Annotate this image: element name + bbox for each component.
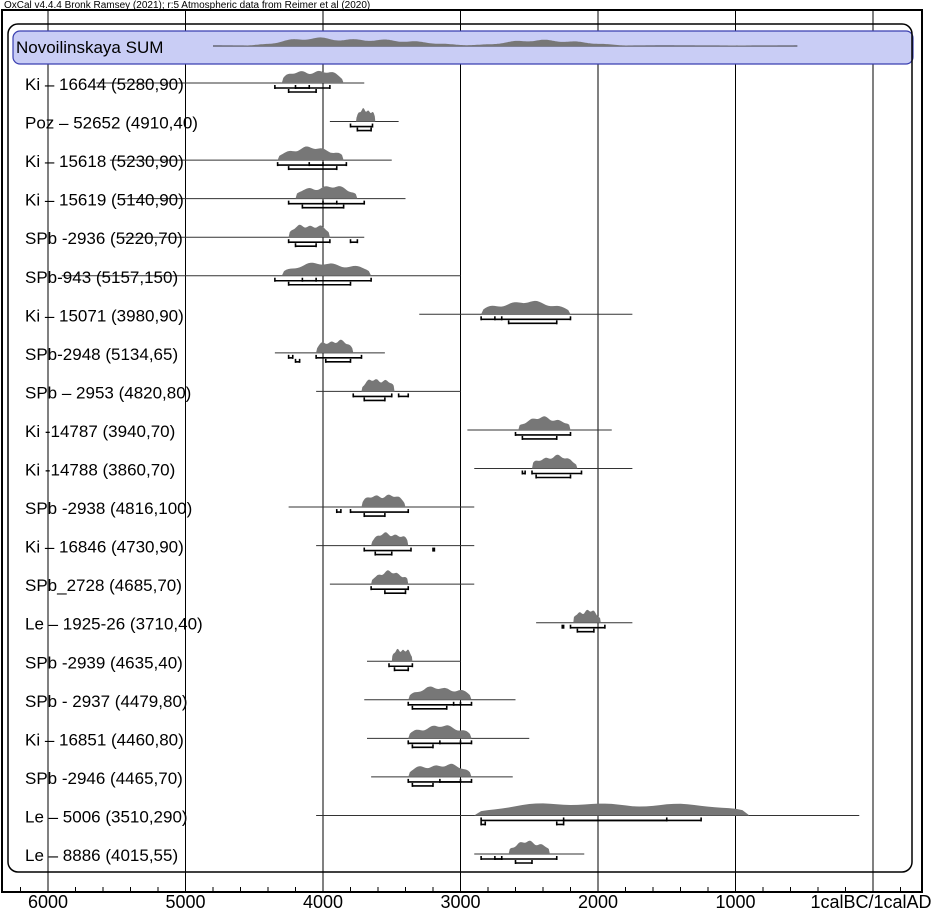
date-distribution bbox=[371, 532, 409, 546]
date-distribution bbox=[474, 803, 750, 816]
date-distribution bbox=[408, 686, 472, 700]
date-row: Ki -14787 (3940,70) bbox=[25, 416, 612, 441]
date-label: Ki – 15618 (5230,90) bbox=[25, 152, 184, 171]
date-row: Ki – 15619 (5140,90) bbox=[25, 186, 406, 210]
date-label: Ki – 16846 (4730,90) bbox=[25, 538, 184, 557]
date-row: SPb -2936 (5220,70) bbox=[25, 224, 365, 248]
date-label: Poz – 52652 (4910,40) bbox=[25, 114, 198, 133]
date-distribution bbox=[371, 570, 409, 585]
date-distribution bbox=[573, 609, 601, 623]
date-label: Ki – 16644 (5280,90) bbox=[25, 75, 184, 94]
sum-distribution bbox=[213, 37, 798, 46]
date-distribution bbox=[316, 339, 354, 353]
date-row: Poz – 52652 (4910,40) bbox=[25, 108, 399, 133]
date-distribution bbox=[281, 70, 344, 83]
date-row: SPb_2728 (4685,70) bbox=[25, 570, 475, 595]
date-label: Le – 1925-26 (3710,40) bbox=[25, 615, 203, 634]
date-label: SPb – 2953 (4820,80) bbox=[25, 383, 191, 402]
date-distribution bbox=[295, 186, 358, 199]
tick-label-2000: 2000 bbox=[578, 892, 618, 911]
date-row: Ki – 15071 (3980,90) bbox=[25, 300, 633, 325]
date-label: SPb_2728 (4685,70) bbox=[25, 576, 182, 595]
date-row: Le – 8886 (4015,55) bbox=[25, 840, 585, 865]
date-label: Ki -14788 (3860,70) bbox=[25, 461, 175, 480]
date-rows: Novoilinskaya SUM Ki – 16644 (5280,90) Poz… bbox=[12, 30, 914, 865]
tick-label-5000: 5000 bbox=[165, 892, 205, 911]
date-label: SPb -2939 (4635,40) bbox=[25, 653, 183, 672]
date-label: SPb -2946 (4465,70) bbox=[25, 769, 183, 788]
date-distribution bbox=[508, 840, 550, 854]
date-label: Ki – 15071 (3980,90) bbox=[25, 306, 184, 325]
date-label: Ki – 15619 (5140,90) bbox=[25, 191, 184, 210]
tick-label-4000: 4000 bbox=[303, 892, 343, 911]
date-label: Le – 5006 (3510,290) bbox=[25, 807, 188, 826]
date-row: Ki – 16644 (5280,90) bbox=[25, 70, 365, 94]
date-row: Le – 5006 (3510,290) bbox=[25, 803, 860, 826]
sum-band bbox=[12, 30, 914, 65]
date-row: SPb-2948 (5134,65) bbox=[25, 339, 385, 364]
date-row: SPb - 2937 (4479,80) bbox=[25, 686, 516, 711]
date-row: SPb -2938 (4816,100) bbox=[25, 494, 475, 518]
date-label: Ki – 16851 (4460,80) bbox=[25, 730, 184, 749]
date-row: SPb -2946 (4465,70) bbox=[25, 763, 513, 788]
tick-label-6000: 6000 bbox=[28, 892, 68, 911]
date-distribution bbox=[408, 725, 472, 739]
sum-label: Novoilinskaya SUM bbox=[16, 38, 163, 57]
x-axis: 6000 5000 4000 3000 2000 1000 1calBC/1calAD bbox=[20, 883, 932, 911]
date-row: Ki – 16851 (4460,80) bbox=[25, 725, 530, 749]
date-label: SPb -2938 (4816,100) bbox=[25, 499, 192, 518]
date-row: SPb-943 (5157,150) bbox=[25, 262, 461, 287]
date-row: SPb – 2953 (4820,80) bbox=[25, 379, 461, 402]
date-distribution bbox=[361, 494, 406, 508]
date-distribution bbox=[518, 416, 571, 430]
inner-panel bbox=[7, 23, 913, 873]
date-distribution bbox=[281, 262, 372, 276]
date-distribution bbox=[408, 763, 472, 777]
date-row: SPb -2939 (4635,40) bbox=[25, 648, 461, 672]
date-row: Ki -14788 (3860,70) bbox=[25, 454, 633, 480]
tick-label-0: 1calBC/1calAD bbox=[810, 892, 931, 911]
date-distribution bbox=[277, 146, 344, 161]
date-distribution bbox=[288, 224, 330, 238]
date-label: Ki -14787 (3940,70) bbox=[25, 422, 175, 441]
date-distribution bbox=[391, 648, 413, 662]
date-label: SPb - 2937 (4479,80) bbox=[25, 692, 188, 711]
tick-label-3000: 3000 bbox=[440, 892, 480, 911]
date-distribution bbox=[481, 300, 571, 315]
date-distribution bbox=[532, 454, 578, 469]
date-row: Ki – 16846 (4730,90) bbox=[25, 532, 475, 557]
date-row: Ki – 15618 (5230,90) bbox=[25, 146, 392, 171]
credit-line: OxCal v4.4.4 Bronk Ramsey (2021); r:5 At… bbox=[4, 0, 370, 11]
gridlines bbox=[47, 10, 874, 892]
date-distribution bbox=[356, 108, 376, 122]
date-label: Le – 8886 (4015,55) bbox=[25, 846, 178, 865]
tick-label-1000: 1000 bbox=[715, 892, 755, 911]
date-label: SPb-943 (5157,150) bbox=[25, 268, 178, 287]
date-distribution bbox=[361, 379, 395, 392]
plot-frame bbox=[1, 9, 923, 893]
date-row: Le – 1925-26 (3710,40) bbox=[25, 609, 633, 634]
date-label: SPb-2948 (5134,65) bbox=[25, 345, 178, 364]
date-label: SPb -2936 (5220,70) bbox=[25, 229, 183, 248]
